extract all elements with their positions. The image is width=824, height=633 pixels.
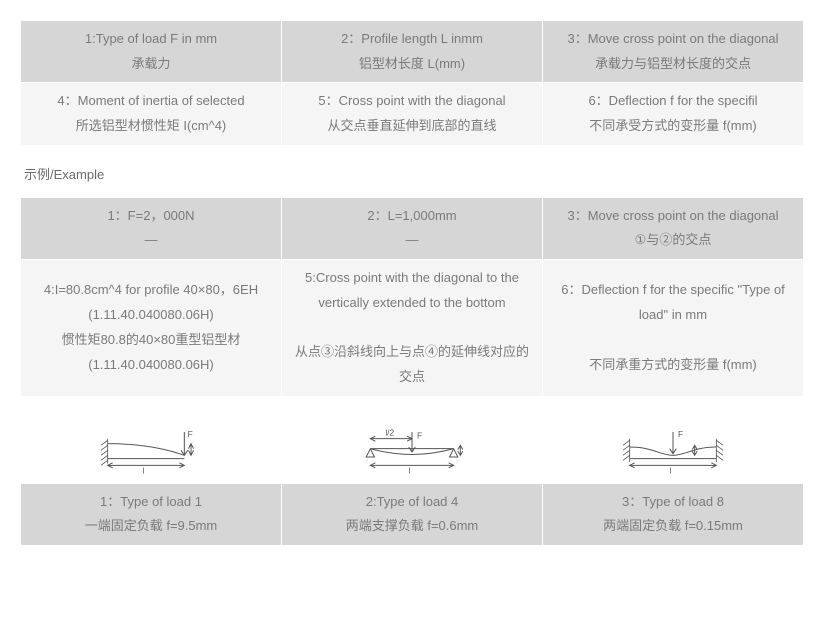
t1r2c2-en: 5：Cross point with the diagonal [318, 93, 505, 108]
cell-1: 1:Type of load F in mm 承载力 [21, 21, 282, 83]
t2r2c1-l3: 惯性矩80.8的40×80重型铝型材 [62, 332, 241, 347]
cell-4: 4：Moment of inertia of selected 所选铝型材惯性矩… [21, 83, 282, 145]
t1r2c3-en: 6：Deflection f for the specifil [588, 93, 757, 108]
t1r2c2-cn: 从交点垂直延伸到底部的直线 [327, 118, 496, 133]
t3c3-cn: 两端固定负载 f=0.15mm [603, 518, 743, 533]
d2-span: l [409, 465, 411, 475]
t2r1c1-cn: — [145, 232, 158, 247]
cell-3: 3：Move cross point on the diagonal 承载力与铝… [543, 21, 804, 83]
ex-cell-1: 1：F=2，000N — [21, 197, 282, 259]
t3c2-cn: 两端支撑负载 f=0.6mm [346, 518, 479, 533]
d3-force: F [678, 429, 683, 439]
t2r1c3-cn: ①与②的交点 [635, 232, 712, 247]
t3c1-cn: 一端固定负载 f=9.5mm [85, 518, 218, 533]
lt-cell-1: 1：Type of load 1 一端固定负载 f=9.5mm [21, 483, 282, 545]
t2r2c2-l1: 5:Cross point with the diagonal to the v… [305, 270, 519, 310]
example-table: 1：F=2，000N — 2：L=1,000mm — 3：Move cross … [20, 197, 804, 397]
t1r1c2-cn: 铝型材长度 L(mm) [359, 56, 465, 71]
t1r2c1-cn: 所选铝型材惯性矩 I(cm^4) [76, 118, 227, 133]
cell-2: 2：Profile length L inmm 铝型材长度 L(mm) [282, 21, 543, 83]
t2r1c2-cn: — [406, 232, 419, 247]
t1r1c1-cn: 承载力 [131, 56, 170, 71]
lt-cell-2: 2:Type of load 4 两端支撑负载 f=0.6mm [282, 483, 543, 545]
simply-supported-icon: F l/2 l [342, 427, 482, 477]
ex-cell-3: 3：Move cross point on the diagonal ①与②的交… [543, 197, 804, 259]
t2r1c1-en: 1：F=2，000N [107, 208, 194, 223]
t1r1c1-en: 1:Type of load F in mm [85, 31, 217, 46]
t2r2c1-l2: (1.11.40.040080.06H) [88, 307, 214, 322]
t2r1c3-en: 3：Move cross point on the diagonal [567, 208, 778, 223]
t2r2c1-l1: 4:I=80.8cm^4 for profile 40×80，6EH [44, 282, 258, 297]
beam-diagrams-row: F l F l/2 l [20, 427, 804, 477]
t2r2c3-l2: 不同承重方式的变形量 f(mm) [589, 357, 757, 372]
t1r1c3-en: 3：Move cross point on the diagonal [567, 31, 778, 46]
t1r1c3-cn: 承载力与铝型材长度的交点 [595, 56, 751, 71]
load-types-table: 1：Type of load 1 一端固定负载 f=9.5mm 2:Type o… [20, 483, 804, 546]
t2r2c2-l2: 从点③沿斜线向上与点④的延伸线对应的交点 [295, 344, 529, 384]
d3-span: l [670, 465, 672, 475]
d2-half: l/2 [385, 427, 394, 437]
t1r1c2-en: 2：Profile length L inmm [341, 31, 483, 46]
t2r1c2-en: 2：L=1,000mm [367, 208, 456, 223]
cell-6: 6：Deflection f for the specifil 不同承受方式的变… [543, 83, 804, 145]
beam-diagram-3: F l [543, 427, 804, 477]
t3c3-en: 3：Type of load 8 [622, 494, 724, 509]
definitions-table: 1:Type of load F in mm 承载力 2：Profile len… [20, 20, 804, 146]
ex-cell-6: 6：Deflection f for the specific "Type of… [543, 260, 804, 396]
d2-force: F [417, 430, 422, 440]
ex-cell-2: 2：L=1,000mm — [282, 197, 543, 259]
example-label: 示例/Example [24, 164, 804, 183]
t1r2c1-en: 4：Moment of inertia of selected [57, 93, 244, 108]
d1-force: F [187, 429, 192, 439]
t3c2-en: 2:Type of load 4 [366, 494, 459, 509]
t3c1-en: 1：Type of load 1 [100, 494, 202, 509]
lt-cell-3: 3：Type of load 8 两端固定负载 f=0.15mm [543, 483, 804, 545]
ex-cell-4: 4:I=80.8cm^4 for profile 40×80，6EH (1.11… [21, 260, 282, 396]
cell-5: 5：Cross point with the diagonal 从交点垂直延伸到… [282, 83, 543, 145]
t2r2c3-l1: 6：Deflection f for the specific "Type of… [561, 282, 785, 322]
cantilever-icon: F l [81, 427, 221, 477]
t1r2c3-cn: 不同承受方式的变形量 f(mm) [589, 118, 757, 133]
ex-cell-5: 5:Cross point with the diagonal to the v… [282, 260, 543, 396]
d1-span: l [142, 465, 144, 475]
t2r2c1-l4: (1.11.40.040080.06H) [88, 357, 214, 372]
fixed-fixed-icon: F l [603, 427, 743, 477]
beam-diagram-1: F l [20, 427, 281, 477]
beam-diagram-2: F l/2 l [281, 427, 542, 477]
